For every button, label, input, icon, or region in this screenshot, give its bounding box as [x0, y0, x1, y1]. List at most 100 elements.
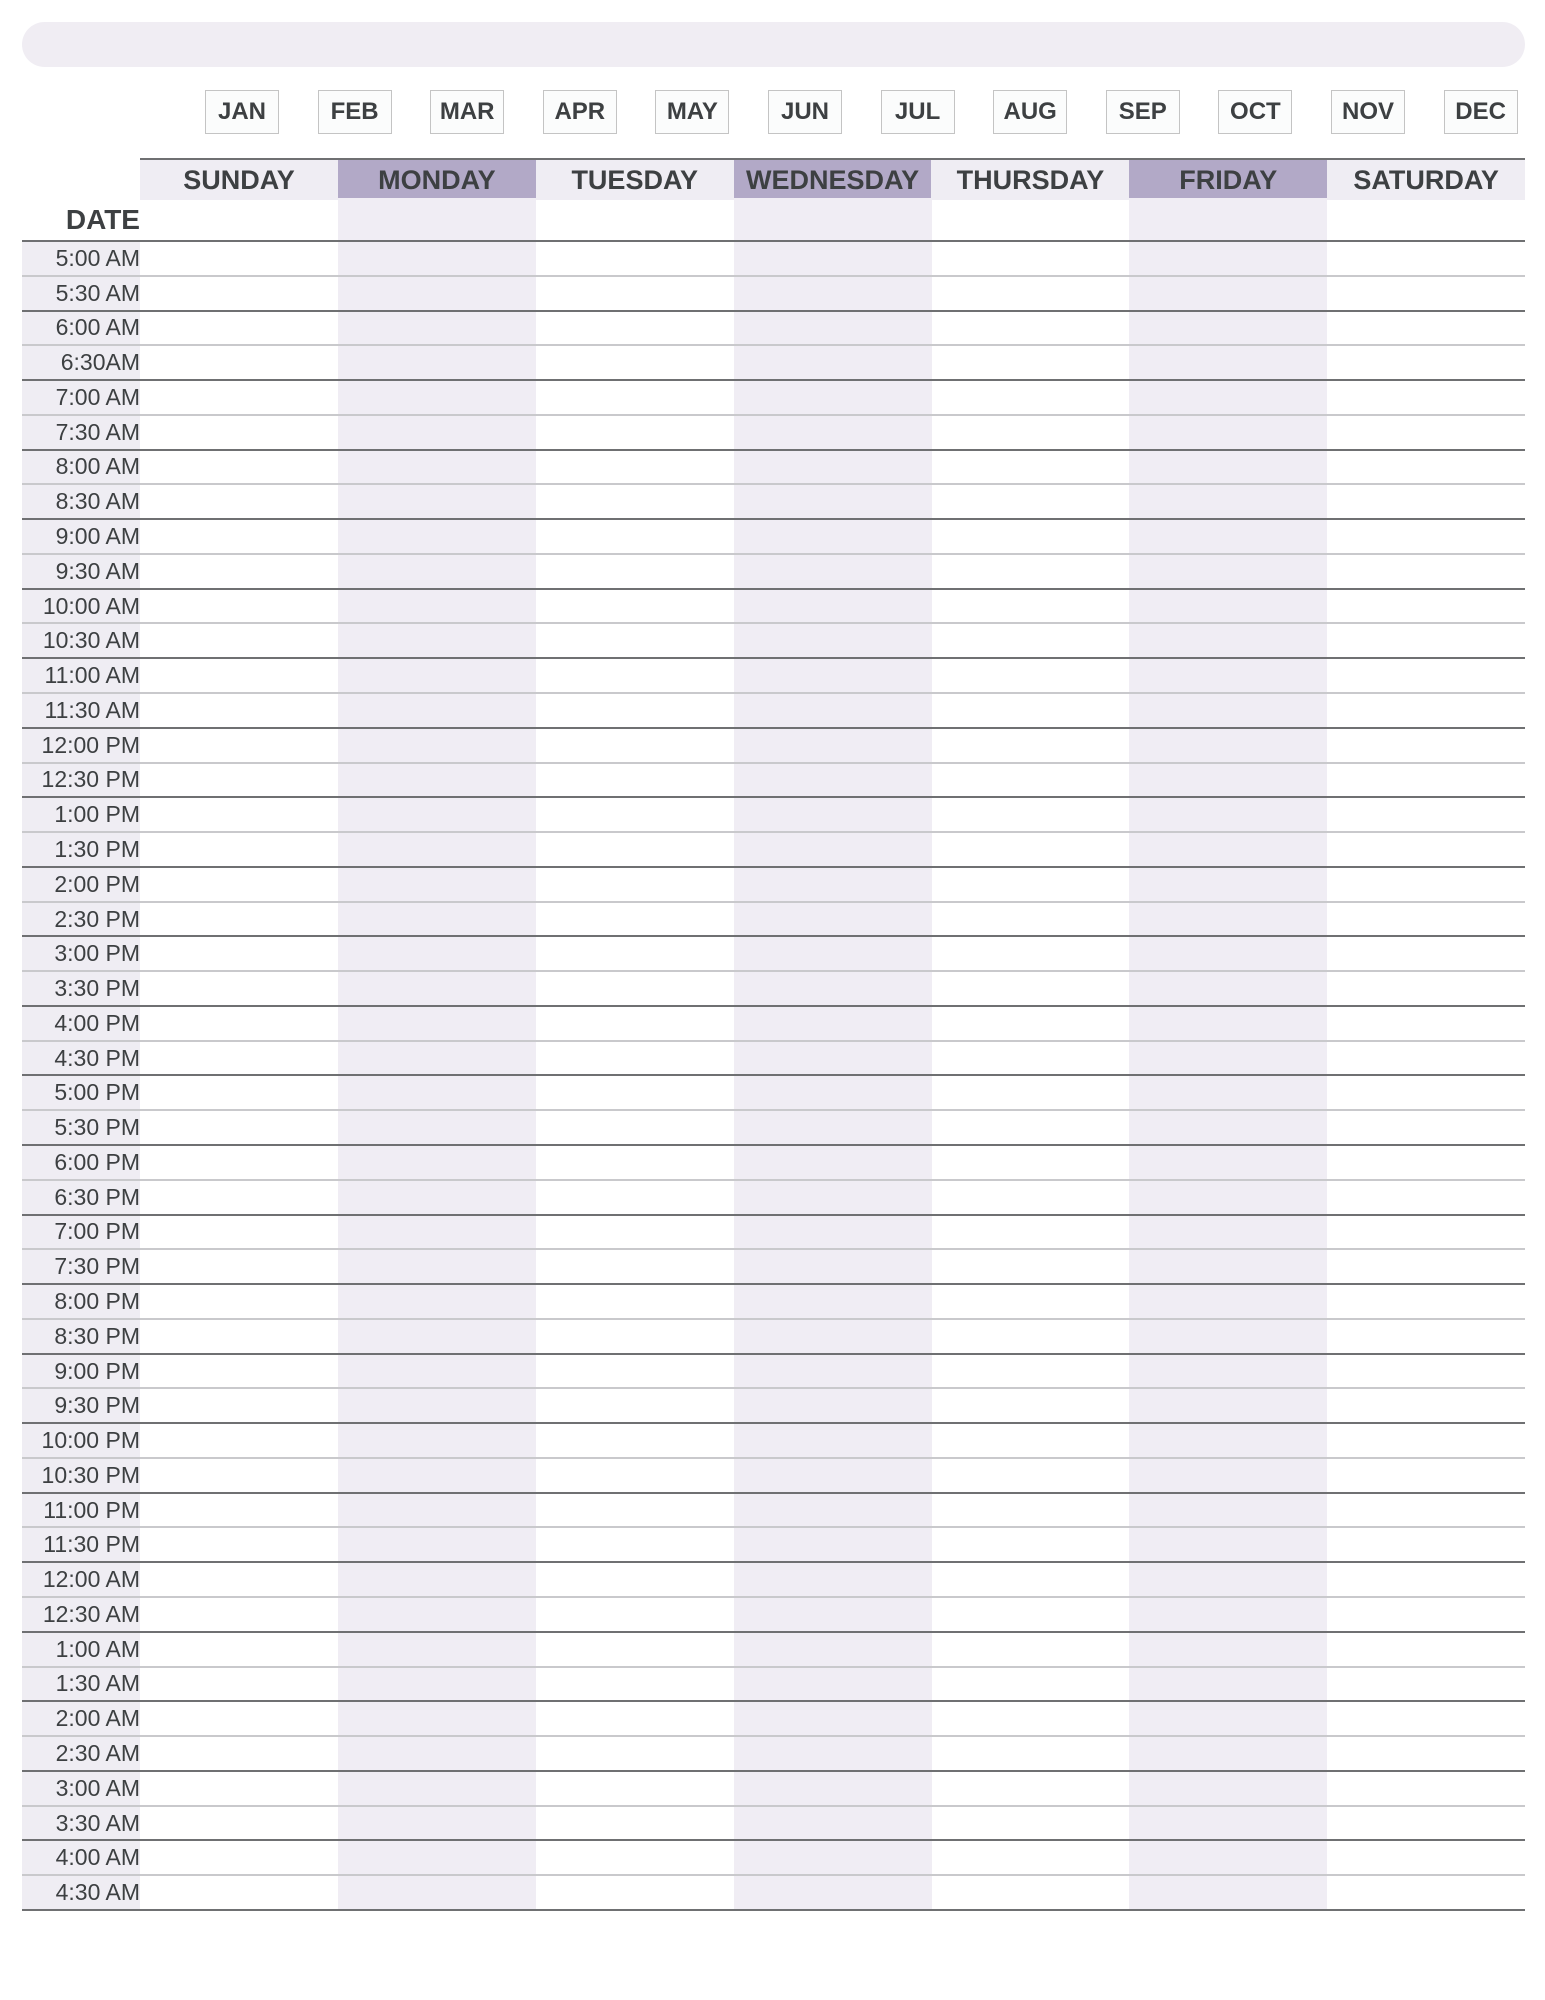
- month-jan[interactable]: JAN: [205, 90, 279, 134]
- time-slot-row[interactable]: 12:30 AM: [22, 1597, 1525, 1632]
- time-label: 1:30 PM: [54, 835, 140, 862]
- time-label: 6:00 PM: [54, 1148, 140, 1175]
- time-slot-row[interactable]: 1:00 PM: [22, 797, 1525, 832]
- time-slot-row[interactable]: 5:00 AM: [22, 241, 1525, 276]
- time-label: 8:30 AM: [55, 488, 140, 515]
- time-slot-row[interactable]: 5:30 AM: [22, 276, 1525, 311]
- time-slot-row[interactable]: 6:30 PM: [22, 1180, 1525, 1215]
- time-label: 1:00 PM: [54, 801, 140, 828]
- time-label: 2:30 PM: [54, 905, 140, 932]
- time-slot-row[interactable]: 8:00 AM: [22, 450, 1525, 485]
- time-slot-row[interactable]: 3:00 PM: [22, 936, 1525, 971]
- hour-divider: [22, 1700, 1525, 1703]
- hour-divider: [22, 1839, 1525, 1842]
- time-slot-row[interactable]: 11:30 PM: [22, 1527, 1525, 1562]
- month-feb[interactable]: FEB: [317, 90, 392, 134]
- month-dec[interactable]: DEC: [1443, 90, 1518, 134]
- day-column-shade: [337, 198, 536, 1910]
- time-slot-row[interactable]: 9:30 AM: [22, 554, 1525, 589]
- hour-divider: [22, 1908, 1525, 1911]
- time-slot-row[interactable]: 10:30 PM: [22, 1458, 1525, 1493]
- day-column-shade: [1129, 198, 1328, 1910]
- month-apr[interactable]: APR: [542, 90, 617, 134]
- half-hour-divider: [22, 344, 1525, 347]
- time-label: 2:00 PM: [54, 870, 140, 897]
- time-slot-row[interactable]: 4:00 PM: [22, 1006, 1525, 1041]
- month-jul[interactable]: JUL: [880, 90, 955, 134]
- hour-divider: [22, 1004, 1525, 1007]
- time-slot-row[interactable]: 11:30 AM: [22, 693, 1525, 728]
- time-slot-row[interactable]: 4:00 AM: [22, 1840, 1525, 1875]
- day-header-row: SUNDAY MONDAY TUESDAY WEDNESDAY THURSDAY FRID…: [140, 158, 1526, 200]
- time-label: 4:30 PM: [54, 1044, 140, 1071]
- time-slot-row[interactable]: 1:00 AM: [22, 1632, 1525, 1667]
- time-slot-row[interactable]: 6:30AM: [22, 345, 1525, 380]
- title-field[interactable]: [22, 22, 1525, 67]
- half-hour-divider: [22, 900, 1525, 903]
- month-nov[interactable]: NOV: [1331, 90, 1405, 134]
- time-slot-row[interactable]: 11:00 AM: [22, 658, 1525, 693]
- time-slot-row[interactable]: 5:30 PM: [22, 1110, 1525, 1145]
- time-slot-row[interactable]: 7:00 AM: [22, 380, 1525, 415]
- time-label: 12:00 AM: [42, 1566, 140, 1593]
- time-slot-row[interactable]: 1:30 PM: [22, 832, 1525, 867]
- time-label: 5:30 AM: [55, 279, 140, 306]
- month-oct[interactable]: OCT: [1218, 90, 1293, 134]
- time-label: 8:00 AM: [55, 453, 140, 480]
- half-hour-divider: [22, 1039, 1525, 1042]
- hour-divider: [22, 309, 1525, 312]
- time-slot-row[interactable]: 8:00 PM: [22, 1284, 1525, 1319]
- time-slot-row[interactable]: 12:00 PM: [22, 728, 1525, 763]
- time-slot-row[interactable]: 2:00 AM: [22, 1701, 1525, 1736]
- month-mar[interactable]: MAR: [430, 90, 505, 134]
- month-jun[interactable]: JUN: [768, 90, 842, 134]
- hour-divider: [22, 1283, 1525, 1286]
- time-slot-row[interactable]: 3:30 AM: [22, 1806, 1525, 1841]
- time-slot-row[interactable]: 2:00 PM: [22, 867, 1525, 902]
- month-may[interactable]: MAY: [655, 90, 730, 134]
- time-slot-row[interactable]: 2:30 AM: [22, 1736, 1525, 1771]
- time-label: 2:30 AM: [55, 1739, 140, 1766]
- time-slot-row[interactable]: 1:30 AM: [22, 1667, 1525, 1702]
- time-label: 6:00 AM: [55, 314, 140, 341]
- time-slot-row[interactable]: 10:00 PM: [22, 1423, 1525, 1458]
- month-sep[interactable]: SEP: [1105, 90, 1180, 134]
- time-label: 4:00 AM: [55, 1844, 140, 1871]
- time-label: 11:30 AM: [44, 696, 140, 723]
- hour-divider: [22, 1352, 1525, 1355]
- month-aug[interactable]: AUG: [993, 90, 1068, 134]
- time-slot-row[interactable]: 7:00 PM: [22, 1215, 1525, 1250]
- half-hour-divider: [22, 1387, 1525, 1390]
- time-slot-row[interactable]: 6:00 PM: [22, 1145, 1525, 1180]
- hour-divider: [22, 1491, 1525, 1494]
- date-label: DATE: [65, 203, 140, 235]
- time-slot-row[interactable]: 12:00 AM: [22, 1562, 1525, 1597]
- time-label: 1:00 AM: [55, 1635, 140, 1662]
- hour-divider: [22, 518, 1525, 521]
- time-slot-row[interactable]: 7:30 PM: [22, 1249, 1525, 1284]
- time-label: 11:00 PM: [43, 1496, 140, 1523]
- time-slot-row[interactable]: 3:30 PM: [22, 971, 1525, 1006]
- time-slot-row[interactable]: 10:00 AM: [22, 589, 1525, 624]
- time-slot-row[interactable]: 11:00 PM: [22, 1493, 1525, 1528]
- time-label: 7:00 AM: [55, 383, 140, 410]
- time-slot-row[interactable]: 9:00 PM: [22, 1354, 1525, 1389]
- time-slot-row[interactable]: 8:30 PM: [22, 1319, 1525, 1354]
- time-slot-row[interactable]: 4:30 AM: [22, 1875, 1525, 1910]
- time-slot-row[interactable]: 10:30 AM: [22, 623, 1525, 658]
- hour-divider: [22, 1561, 1525, 1564]
- time-slot-row[interactable]: 9:30 PM: [22, 1388, 1525, 1423]
- time-slot-row[interactable]: 7:30 AM: [22, 415, 1525, 450]
- time-slot-row[interactable]: 2:30 PM: [22, 902, 1525, 937]
- time-label: 7:30 PM: [54, 1253, 140, 1280]
- time-slot-row[interactable]: 6:00 AM: [22, 311, 1525, 346]
- time-label: 5:30 PM: [54, 1114, 140, 1141]
- time-slot-row[interactable]: 8:30 AM: [22, 484, 1525, 519]
- time-slot-row[interactable]: 12:30 PM: [22, 763, 1525, 798]
- day-header-friday: FRIDAY: [1129, 160, 1328, 200]
- time-slot-row[interactable]: 3:00 AM: [22, 1771, 1525, 1806]
- time-slot-row[interactable]: 5:00 PM: [22, 1075, 1525, 1110]
- time-slot-row[interactable]: 4:30 PM: [22, 1041, 1525, 1076]
- time-slot-row[interactable]: 9:00 AM: [22, 519, 1525, 554]
- time-label: 4:30 AM: [55, 1879, 140, 1906]
